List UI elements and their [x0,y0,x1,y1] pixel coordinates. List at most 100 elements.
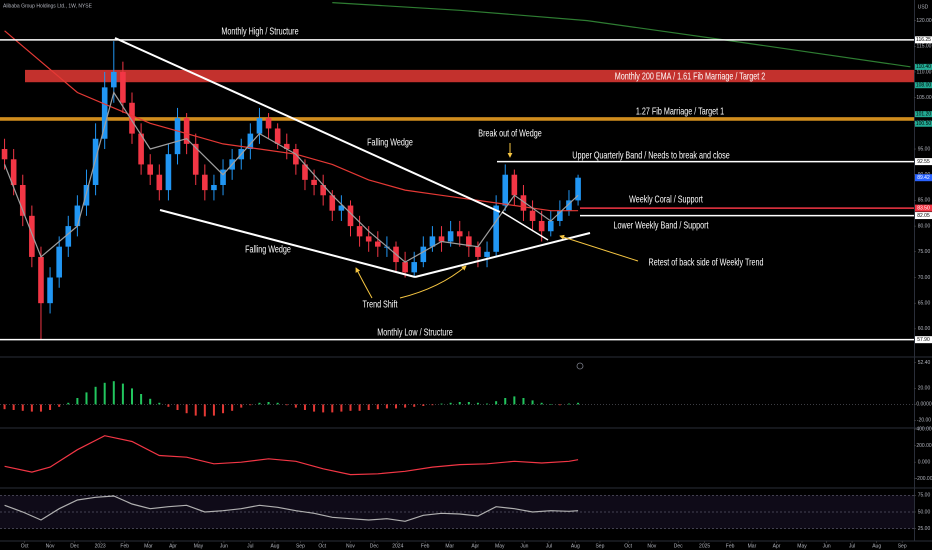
candle-body [365,236,372,242]
candle-body [293,149,299,165]
x-tick-label: Nov [647,543,656,549]
histogram-bar [540,402,543,405]
x-tick-label: Jul [546,543,552,549]
y-tick-label: 95.00 [918,146,931,152]
y-tick-label: 70.00 [918,275,931,281]
arrow [355,267,373,299]
line [332,2,911,68]
histogram-bar [340,404,343,412]
candle-body [520,195,527,211]
x-tick-label: Sep [296,543,305,549]
histogram-bar [549,404,552,405]
x-tick-label: Nov [46,543,55,549]
y-tick-label: 80.00 [918,223,931,229]
price-box [915,120,932,127]
x-tick-label: May [194,543,204,549]
chart-title: Alibaba Group Holdings Ltd., 1W, NYSE [3,3,93,9]
x-tick-label: Oct [624,543,632,549]
histogram-bar [558,404,561,406]
marks-layer [0,2,914,522]
candle-body [101,87,108,139]
candle-body [1,149,8,160]
x-tick-label: Dec [70,543,79,549]
price-box-label: 108.00 [916,83,932,89]
y-tick-label: 0.000 [918,459,931,465]
arrow [399,265,467,299]
candle-body [202,174,208,191]
histogram-bar [58,404,61,407]
x-tick-label: 2025 [699,543,710,549]
candle-body [511,174,518,196]
candle-body [402,262,408,273]
histogram-bar [385,404,388,409]
candle-body [302,164,308,180]
x-tick-label: Dec [674,543,683,549]
candle-body [83,184,90,206]
candle-body [411,262,418,273]
annotation: Weekly Coral / Support [629,193,703,204]
y-tick-label: 115.00 [917,44,932,50]
candle-body [274,128,281,144]
y-tick-label: 20.00 [918,386,931,392]
histogram-bar [358,404,361,411]
candle-body [65,226,72,247]
histogram-bar [276,402,279,405]
x-tick-label: Sep [595,543,604,549]
x-tick-label: Oct [21,543,29,549]
line [4,495,579,522]
histogram-bar [476,402,479,405]
y-tick-label: -20.00 [917,418,931,424]
candle-body [466,236,472,247]
y-tick-label: 60.00 [918,326,931,332]
candle-body [557,210,563,221]
x-tick-label: Dec [370,543,379,549]
candle-body [183,118,190,144]
trend-line [501,211,549,241]
histogram-bar [467,402,470,405]
histogram-bar [567,403,570,405]
annotation: Break out of Wedge [478,127,542,138]
histogram-bar [322,404,325,413]
y-tick-label: 50.00 [918,509,931,515]
price-box-label: 100.50 [916,121,932,127]
x-tick-label: Mar [748,543,757,549]
x-tick-label: 2024 [392,543,403,549]
histogram-bar [149,398,152,405]
candle-body [147,164,154,175]
band [25,69,914,83]
candle-body [575,177,581,201]
histogram-bar [194,404,197,416]
x-tick-label: May [797,543,807,549]
histogram-bar [495,401,498,405]
histogram-bar [367,404,370,410]
arrow [559,234,639,262]
x-tick-label: Mar [445,543,454,549]
candle-body [538,220,545,232]
candle-body [138,133,144,165]
histogram-bar [313,404,316,412]
bands-layer [0,69,914,529]
price-box [915,212,932,220]
histogram-bar [449,402,452,405]
histogram-bar [39,404,42,412]
x-tick-label: Apr [169,543,177,549]
y-tick-label: 52.40 [918,360,931,366]
candle-body [456,231,463,237]
annotation: Upper Quarterly Band / Needs to break an… [572,149,730,160]
y-tick-label: 110.00 [917,69,932,75]
histogram-bar [577,402,580,405]
candle-body [211,184,217,191]
candle-body [356,226,363,237]
y-tick-label: 75.00 [918,493,931,499]
price-box [915,36,932,44]
annotation: Monthly Low / Structure [377,326,453,337]
histogram-bar [185,404,188,414]
price-box-label: 89.42 [917,175,930,181]
histogram-bar [376,404,379,410]
candle-body [192,143,199,175]
histogram-bar [486,403,489,405]
price-box-label: 116.25 [916,37,931,43]
histogram-bar [231,404,234,411]
histogram-bar [121,383,124,405]
